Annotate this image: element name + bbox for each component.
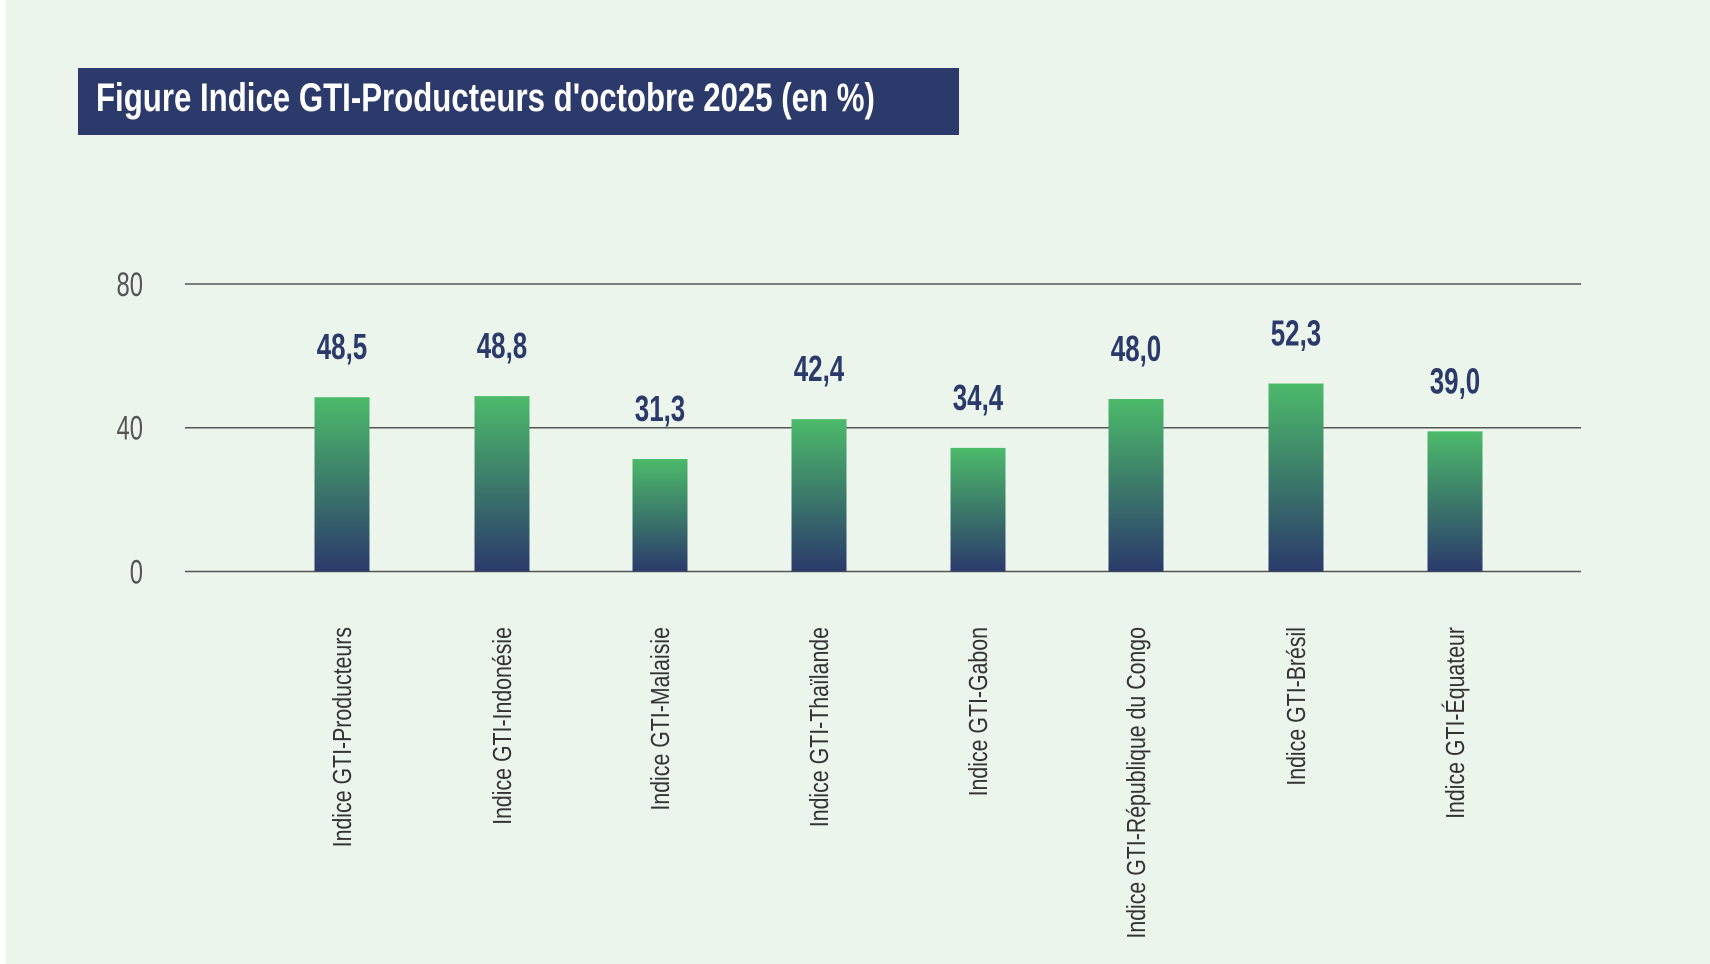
x-tick-label: Indice GTI-Gabon: [964, 627, 994, 796]
bar: [632, 459, 688, 572]
bar: [474, 396, 530, 572]
chart-background: [6, 0, 1710, 964]
data-label: 42,4: [794, 349, 845, 389]
data-label: 39,0: [1430, 361, 1480, 401]
y-tick-label: 40: [117, 410, 143, 448]
x-tick-label: Indice GTI-Thaïlande: [805, 627, 835, 827]
x-tick-label: Indice GTI-Indonésie: [488, 627, 518, 825]
bar: [1268, 383, 1324, 572]
data-label: 48,0: [1111, 329, 1161, 369]
y-tick-label: 80: [117, 266, 143, 304]
x-tick-label: Indice GTI-Producteurs: [328, 627, 358, 847]
bar: [791, 419, 847, 572]
x-tick-label: Indice GTI-Équateur: [1441, 627, 1471, 819]
bar: [950, 447, 1006, 572]
data-label: 52,3: [1271, 313, 1321, 353]
data-label: 48,8: [477, 326, 527, 366]
data-label: 34,4: [953, 378, 1004, 418]
x-tick-label: Indice GTI-Brésil: [1282, 627, 1312, 786]
chart-title: Figure Indice GTI-Producteurs d'octobre …: [96, 76, 875, 120]
bar: [314, 397, 370, 572]
bar: [1427, 431, 1483, 572]
bar: [1108, 399, 1164, 572]
chart-title-box: Figure Indice GTI-Producteurs d'octobre …: [78, 68, 959, 135]
x-tick-label: Indice GTI-Malaisie: [646, 627, 676, 811]
data-label: 48,5: [317, 327, 367, 367]
y-tick-label: 0: [130, 553, 143, 591]
data-label: 31,3: [635, 389, 685, 429]
x-tick-label: Indice GTI-République du Congo: [1122, 627, 1152, 939]
